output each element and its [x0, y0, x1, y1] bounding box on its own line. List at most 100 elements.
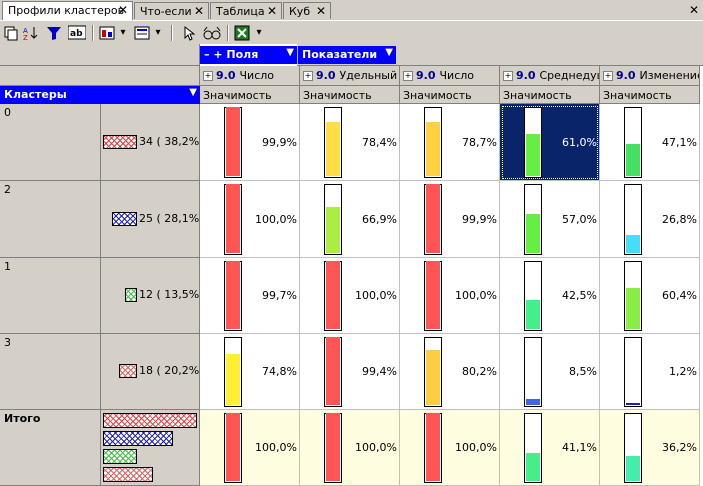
column-header[interactable]: +9.0 Число — [400, 66, 500, 86]
significance-cell[interactable]: 61,0% — [500, 104, 600, 181]
significance-cell[interactable]: 100,0% — [200, 410, 300, 486]
gauge-fill — [626, 235, 640, 253]
indicators-button[interactable]: Показатели ▼ — [298, 46, 396, 64]
close-icon[interactable]: ✕ — [117, 3, 128, 17]
significance-cell[interactable]: 80,2% — [400, 334, 500, 410]
gauge-fill — [226, 184, 240, 253]
significance-cell[interactable]: 36,2% — [600, 410, 700, 486]
gauge-fill — [626, 288, 640, 329]
grid-corner — [0, 66, 200, 86]
expand-plus-icon[interactable]: + — [403, 71, 413, 81]
tab-cube[interactable]: Куб ✕ — [283, 2, 331, 19]
tab-what-if[interactable]: Что-если ✕ — [134, 2, 209, 19]
tab-table[interactable]: Таблица ✕ — [210, 2, 282, 19]
column-name: Число — [239, 69, 275, 82]
fields-button[interactable]: – + Поля ▼ — [200, 46, 297, 64]
dropdown-arrow-icon[interactable]: ▼ — [286, 47, 294, 58]
gauge-fill — [326, 261, 340, 329]
significance-cell[interactable]: 100,0% — [300, 258, 400, 334]
significance-cell[interactable]: 8,5% — [500, 334, 600, 410]
expand-plus-icon[interactable]: + — [603, 71, 613, 81]
close-icon[interactable]: ✕ — [193, 4, 204, 18]
close-icon[interactable]: ✕ — [266, 4, 277, 18]
column-header[interactable]: +9.0 Число — [200, 66, 300, 86]
cluster-row-header[interactable]: 3 — [0, 334, 101, 410]
expand-plus-icon[interactable]: + — [503, 71, 513, 81]
significance-gauge — [424, 107, 442, 178]
significance-cell[interactable]: 100,0% — [200, 181, 300, 258]
column-name: Число — [439, 69, 475, 82]
significance-cell[interactable]: 42,5% — [500, 258, 600, 334]
cluster-swatch — [103, 135, 137, 149]
significance-cell[interactable]: 60,4% — [600, 258, 700, 334]
significance-value: 100,0% — [455, 441, 497, 454]
cluster-size-cell: 18 ( 20,2%) — [101, 334, 204, 410]
column-header[interactable]: +9.0 Среднедуш — [500, 66, 600, 86]
significance-value: 42,5% — [562, 289, 597, 302]
significance-gauge — [424, 337, 442, 407]
expand-plus-icon[interactable]: + — [203, 71, 213, 81]
cluster-distribution-bar — [103, 431, 173, 446]
significance-cell[interactable]: 78,4% — [300, 104, 400, 181]
significance-gauge — [224, 413, 242, 483]
significance-gauge — [224, 184, 242, 255]
close-icon[interactable]: ✕ — [315, 4, 326, 18]
significance-gauge — [524, 337, 542, 407]
chart-icon[interactable] — [99, 25, 115, 41]
significance-cell[interactable]: 100,0% — [400, 410, 500, 486]
significance-gauge — [624, 261, 642, 331]
copy-icon[interactable] — [3, 25, 19, 41]
significance-cell[interactable]: 26,8% — [600, 181, 700, 258]
significance-value: 100,0% — [455, 289, 497, 302]
dropdown-arrow-icon[interactable]: ▾ — [256, 27, 262, 38]
indicators-label: Показатели — [302, 48, 378, 61]
significance-gauge — [324, 337, 342, 407]
significance-gauge — [524, 261, 542, 331]
total-row-header[interactable]: Итого — [0, 410, 101, 486]
significance-cell[interactable]: 99,9% — [400, 181, 500, 258]
cursor-icon[interactable] — [181, 25, 197, 41]
cluster-row-header[interactable]: 0 — [0, 104, 101, 181]
significance-cell[interactable]: 78,7% — [400, 104, 500, 181]
dropdown-arrow-icon[interactable]: ▼ — [189, 87, 197, 98]
excel-icon[interactable] — [234, 25, 250, 41]
tab-bar: Профили кластеров ✕ Что-если ✕ Таблица ✕… — [0, 0, 703, 20]
significance-cell[interactable]: 1,2% — [600, 334, 700, 410]
expand-plus-icon[interactable]: + — [303, 71, 313, 81]
ab-icon[interactable]: ab — [67, 25, 87, 41]
significance-cell[interactable]: 99,7% — [200, 258, 300, 334]
glasses-icon[interactable] — [203, 25, 221, 41]
significance-cell[interactable]: 47,1% — [600, 104, 700, 181]
indicator-header-area — [297, 44, 703, 66]
filter-icon[interactable] — [46, 25, 62, 41]
significance-value: 99,7% — [262, 289, 297, 302]
significance-cell[interactable]: 100,0% — [400, 258, 500, 334]
cluster-row-header[interactable]: 1 — [0, 258, 101, 334]
significance-cell[interactable]: 57,0% — [500, 181, 600, 258]
cluster-row-header[interactable]: 2 — [0, 181, 101, 258]
significance-cell[interactable]: 100,0% — [300, 410, 400, 486]
table-view-icon[interactable] — [134, 25, 150, 41]
tab-cluster-profiles[interactable]: Профили кластеров ✕ — [2, 1, 133, 20]
significance-cell[interactable]: 99,9% — [200, 104, 300, 181]
significance-value: 100,0% — [255, 441, 297, 454]
cluster-distribution-bar — [103, 449, 137, 464]
column-header[interactable]: +9.0 Удельный — [300, 66, 400, 86]
clusters-header-button[interactable]: Кластеры ▼ — [0, 86, 200, 104]
gauge-fill — [226, 413, 240, 481]
cluster-distribution-bar — [103, 413, 197, 428]
dropdown-arrow-icon[interactable]: ▾ — [120, 27, 126, 38]
significance-value: 41,1% — [562, 441, 597, 454]
dropdown-arrow-icon[interactable]: ▾ — [155, 27, 161, 38]
column-header[interactable]: +9.0 Изменение — [600, 66, 700, 86]
svg-text:Z: Z — [23, 34, 28, 41]
close-all-icon[interactable]: ✕ — [688, 3, 699, 17]
significance-cell[interactable]: 41,1% — [500, 410, 600, 486]
dropdown-arrow-icon[interactable]: ▼ — [385, 47, 393, 58]
significance-cell[interactable]: 66,9% — [300, 181, 400, 258]
significance-cell[interactable]: 99,4% — [300, 334, 400, 410]
column-prefix: 9.0 — [216, 69, 236, 82]
significance-cell[interactable]: 74,8% — [200, 334, 300, 410]
cluster-id: 0 — [4, 106, 11, 119]
